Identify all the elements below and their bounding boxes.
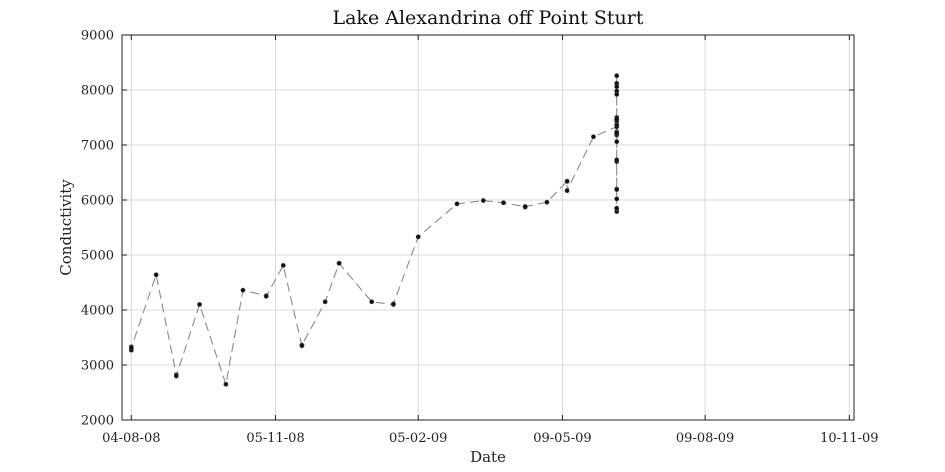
data-point (223, 381, 229, 387)
data-point (322, 299, 328, 305)
data-point (240, 287, 246, 293)
data-point (614, 84, 620, 90)
data-series (128, 73, 620, 387)
data-point (415, 234, 421, 240)
data-point (614, 205, 620, 211)
y-tick-label: 8000 (81, 84, 114, 99)
data-point (501, 200, 506, 206)
y-tick-label: 5000 (81, 249, 114, 264)
y-tick-label: 9000 (81, 29, 114, 44)
data-point (614, 130, 620, 136)
data-point (390, 301, 396, 307)
y-tick-label: 4000 (81, 304, 114, 319)
series-line (130, 75, 618, 385)
data-point (197, 302, 202, 307)
x-tick-label: 09-08-09 (676, 431, 734, 446)
data-point (544, 199, 550, 205)
data-point (299, 342, 305, 348)
data-point (614, 116, 620, 122)
data-point (614, 157, 620, 163)
data-point (128, 345, 134, 351)
data-point (369, 299, 375, 305)
chart-title: Lake Alexandrina off Point Sturt (332, 7, 643, 29)
x-axis: 04-08-08 05-11-08 05-02-09 09-05-09 09-08-09… (102, 35, 879, 446)
data-point (614, 73, 620, 79)
x-tick-label: 05-11-08 (246, 431, 304, 446)
data-point (522, 204, 528, 209)
y-axis-label: Conductivity (57, 179, 75, 276)
x-axis-label: Date (470, 448, 506, 466)
data-point (614, 139, 620, 145)
data-point (564, 188, 570, 194)
data-point (153, 272, 159, 278)
data-point (480, 198, 486, 203)
data-point (280, 263, 286, 268)
y-axis: 2000 3000 4000 5000 6000 7000 8000 9000 (81, 29, 854, 429)
y-tick-label: 6000 (81, 194, 114, 209)
y-tick-label: 2000 (81, 414, 114, 429)
data-point (614, 187, 620, 192)
x-tick-label: 04-08-08 (102, 431, 160, 446)
data-point (614, 92, 620, 97)
x-tick-label: 05-02-09 (389, 431, 447, 446)
data-point (454, 201, 460, 207)
y-tick-label: 3000 (81, 359, 114, 374)
plot-frame (121, 34, 855, 421)
data-point (591, 134, 596, 140)
data-point (336, 260, 342, 266)
data-point (263, 293, 269, 299)
data-point (173, 373, 179, 379)
y-tick-label: 7000 (81, 139, 114, 154)
x-tick-label: 09-05-09 (533, 431, 591, 446)
data-point (564, 178, 570, 184)
data-point (614, 196, 620, 202)
x-tick-label: 10-11-09 (820, 431, 878, 446)
grid-lines (122, 34, 854, 421)
